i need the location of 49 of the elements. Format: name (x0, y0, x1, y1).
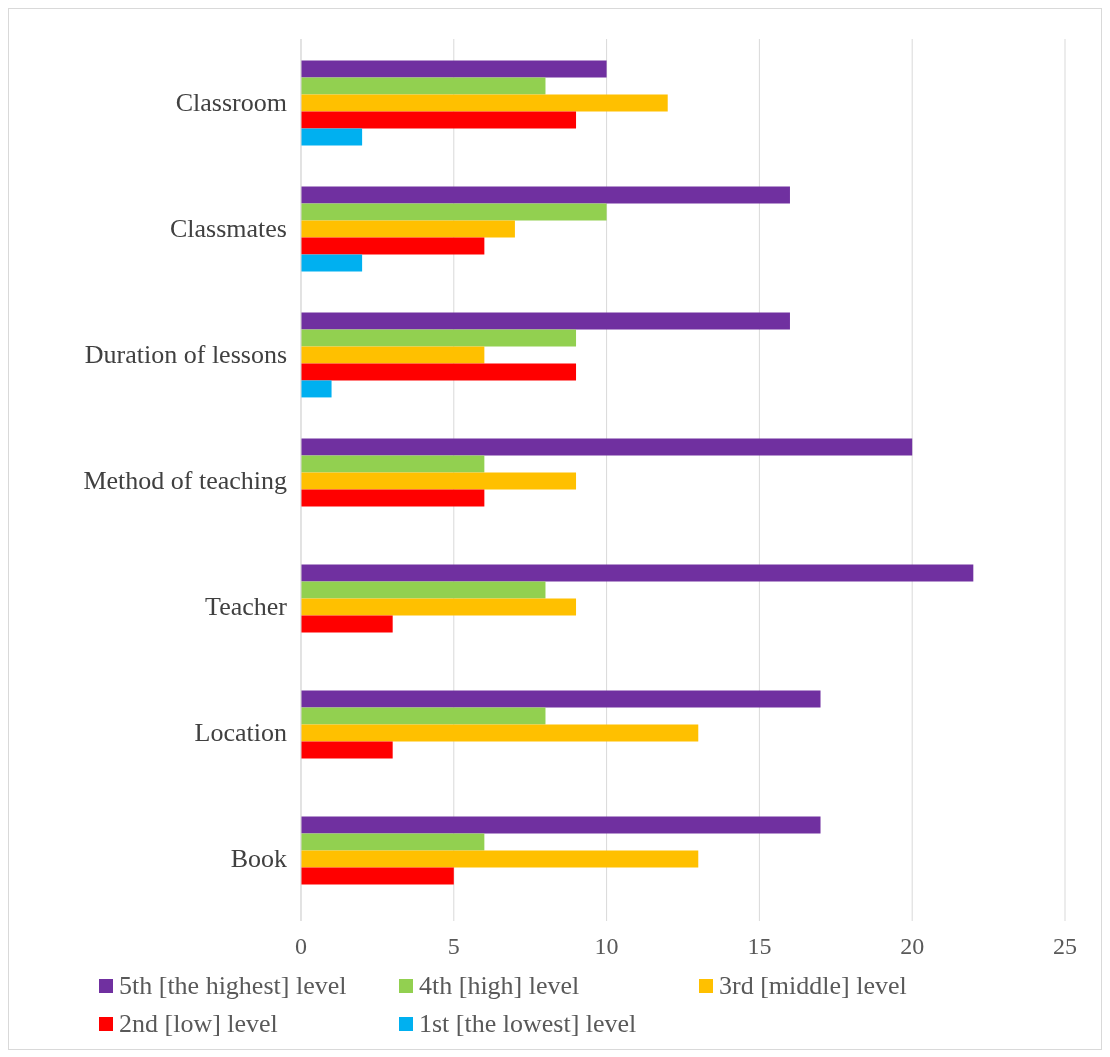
bar (301, 707, 546, 725)
x-tick-label: 10 (594, 933, 619, 960)
bar (301, 128, 363, 146)
y-tick-label: Location (194, 718, 287, 748)
y-tick-label: Classroom (175, 88, 287, 118)
bar (301, 237, 485, 255)
bar (301, 380, 332, 398)
bar (301, 615, 393, 633)
bar (301, 346, 485, 364)
bar (301, 329, 577, 347)
bar (301, 203, 607, 221)
x-tick-label: 5 (447, 933, 460, 960)
legend-label: 3rd [middle] level (718, 971, 908, 1001)
x-tick-label: 25 (1053, 933, 1077, 960)
y-tick-label: Duration of lessons (84, 340, 287, 370)
bar (301, 867, 454, 885)
bar (301, 94, 668, 112)
bar (301, 724, 699, 742)
bar (301, 690, 821, 708)
bar (301, 438, 913, 456)
bar (301, 816, 821, 834)
y-tick-label: Book (230, 844, 287, 874)
bar (301, 598, 577, 616)
legend-label: 2nd [low] level (118, 1009, 279, 1039)
bar (301, 833, 485, 851)
bar (301, 850, 699, 868)
legend-label: 5th [the highest] level (118, 971, 348, 1001)
legend-label: 1st [the lowest] level (418, 1009, 638, 1039)
bar (301, 186, 790, 204)
bar (301, 455, 485, 473)
bar (301, 312, 790, 330)
bar (301, 564, 974, 582)
bar (301, 489, 485, 507)
bar (301, 60, 607, 78)
bar (301, 741, 393, 759)
bar (301, 363, 577, 381)
bar (301, 254, 363, 272)
bar (301, 472, 577, 490)
y-tick-label: Classmates (170, 214, 287, 244)
x-tick-label: 15 (747, 933, 772, 960)
x-tick-label: 0 (295, 933, 307, 960)
legend-label: 4th [high] level (418, 971, 581, 1001)
bar (301, 220, 515, 238)
bar (301, 77, 546, 95)
x-tick-label: 20 (900, 933, 925, 960)
bar (301, 111, 577, 129)
bar (301, 581, 546, 599)
y-tick-label: Method of teaching (83, 466, 287, 496)
y-tick-label: Teacher (205, 592, 288, 622)
